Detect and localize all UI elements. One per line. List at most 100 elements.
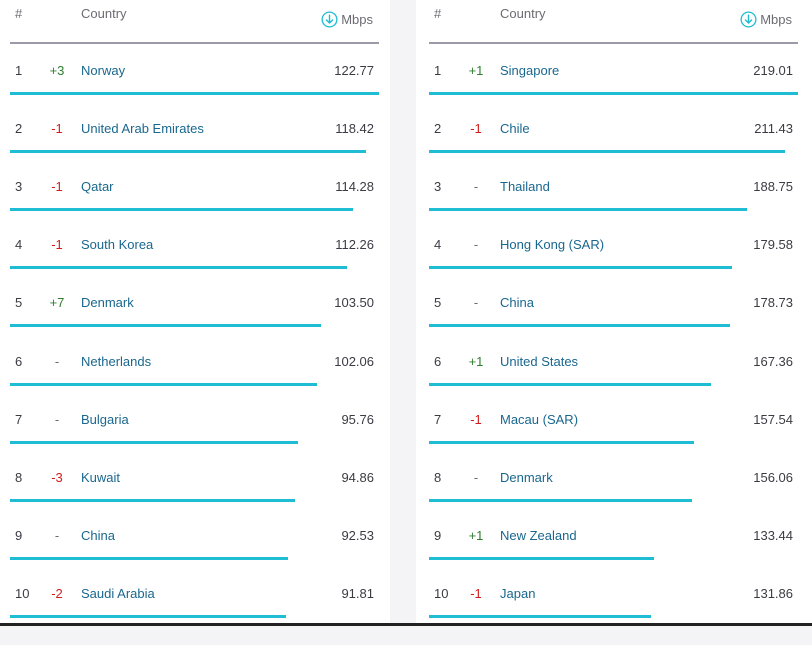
country-column-header[interactable]: Country — [81, 6, 127, 21]
speed-value: 103.50 — [334, 295, 374, 311]
table-row: 3 -1 Qatar 114.28 — [10, 180, 379, 238]
speed-bar — [429, 150, 786, 154]
download-arrow-icon — [740, 11, 757, 28]
table-row: 2 -1 United Arab Emirates 118.42 — [10, 122, 379, 180]
speed-column-header[interactable]: Mbps — [321, 11, 373, 28]
rank-cell: 10 — [15, 585, 30, 601]
rank-change-cell: - — [54, 527, 60, 543]
speed-value: 102.06 — [334, 353, 374, 369]
rank-cell: 4 — [434, 237, 442, 253]
rank-cell: 1 — [15, 63, 23, 78]
rank-cell: 4 — [15, 237, 23, 253]
speed-bar — [429, 614, 652, 618]
rank-cell: 8 — [434, 469, 442, 485]
table-row: 2 -1 Chile 211.43 — [429, 122, 798, 180]
country-link[interactable]: Bulgaria — [81, 411, 129, 427]
table-header: # Country Mbps — [10, 0, 379, 44]
window-bottom-edge — [0, 623, 812, 626]
rank-change-cell: -1 — [470, 585, 482, 601]
table-row: 7 - Bulgaria 95.76 — [10, 411, 379, 471]
speed-bar — [10, 324, 322, 328]
speed-column-header[interactable]: Mbps — [740, 11, 792, 28]
country-link[interactable]: United Arab Emirates — [81, 121, 204, 137]
rank-change-cell: +1 — [468, 353, 484, 369]
speed-bar — [429, 498, 692, 502]
table-row: 7 -1 Macau (SAR) 157.54 — [429, 411, 798, 471]
country-link[interactable]: China — [81, 527, 115, 543]
speed-value: 167.36 — [753, 353, 793, 369]
country-link[interactable]: Thailand — [500, 179, 550, 195]
speed-bar — [429, 324, 731, 328]
rank-cell: 1 — [434, 63, 442, 78]
country-link[interactable]: Japan — [500, 585, 536, 601]
country-link[interactable]: Qatar — [81, 179, 114, 195]
speed-bar — [10, 150, 366, 154]
country-link[interactable]: South Korea — [81, 237, 154, 253]
speed-value: 133.44 — [753, 527, 793, 543]
rank-change-cell: +3 — [49, 63, 65, 78]
country-link[interactable]: Singapore — [500, 63, 560, 78]
speed-value: 178.73 — [753, 295, 793, 311]
country-link[interactable]: Netherlands — [81, 353, 152, 369]
table-row: 4 -1 South Korea 112.26 — [10, 238, 379, 296]
rank-column-header: # — [434, 6, 442, 21]
table-row: 3 - Thailand 188.75 — [429, 180, 798, 238]
speed-value: 95.76 — [341, 411, 374, 427]
rank-cell: 5 — [15, 295, 23, 311]
country-link[interactable]: Kuwait — [81, 469, 121, 485]
rank-cell: 3 — [434, 179, 442, 195]
country-link[interactable]: United States — [500, 353, 579, 369]
speed-value: 94.86 — [341, 469, 374, 485]
country-link[interactable]: Macau (SAR) — [500, 411, 579, 427]
speed-unit-label: Mbps — [341, 12, 373, 27]
rank-change-cell: - — [473, 295, 479, 311]
mobile-speed-table: # Country Mbps 1 +1 Singapore 219.01 2 -1 Chil… — [416, 0, 812, 626]
speed-value: 92.53 — [341, 527, 374, 543]
rank-change-cell: - — [54, 353, 60, 369]
rank-change-cell: +7 — [49, 295, 65, 311]
country-link[interactable]: China — [500, 295, 534, 311]
rank-cell: 2 — [434, 121, 442, 137]
speed-bar — [10, 266, 348, 270]
rank-cell: 8 — [15, 469, 23, 485]
table-header: # Country Mbps — [429, 0, 798, 44]
speed-value: 179.58 — [753, 237, 793, 253]
table-row: 10 -2 Saudi Arabia 91.81 — [10, 585, 379, 645]
rank-cell: 5 — [434, 295, 442, 311]
country-link[interactable]: Denmark — [81, 295, 134, 311]
rank-cell: 9 — [434, 527, 442, 543]
country-link[interactable]: Norway — [81, 63, 126, 78]
speed-bar — [429, 266, 732, 270]
rank-cell: 7 — [15, 411, 23, 427]
rank-cell: 3 — [15, 179, 23, 195]
speed-bar — [10, 208, 354, 212]
country-link[interactable]: New Zealand — [500, 527, 577, 543]
country-link[interactable]: Saudi Arabia — [81, 585, 155, 601]
rank-change-cell: -2 — [51, 585, 63, 601]
table-row: 4 - Hong Kong (SAR) 179.58 — [429, 238, 798, 296]
speed-bar — [429, 556, 654, 560]
speed-value: 157.54 — [753, 411, 793, 427]
country-link[interactable]: Chile — [500, 121, 530, 137]
table-row: 9 +1 New Zealand 133.44 — [429, 527, 798, 587]
table-row: 6 - Netherlands 102.06 — [10, 353, 379, 413]
rank-cell: 10 — [434, 585, 449, 601]
rank-column-header: # — [15, 6, 23, 21]
country-link[interactable]: Hong Kong (SAR) — [500, 237, 605, 253]
rank-change-cell: -1 — [51, 121, 63, 137]
fixed-broadband-table: # Country Mbps 1 +3 Norway 122.77 2 -1 United … — [0, 0, 390, 626]
rank-change-cell: -1 — [470, 411, 482, 427]
speed-bar — [10, 92, 379, 95]
speed-bar — [429, 440, 695, 444]
table-row: 8 -3 Kuwait 94.86 — [10, 469, 379, 529]
rank-change-cell: - — [473, 469, 479, 485]
speed-value: 122.77 — [334, 63, 374, 78]
rank-change-cell: - — [473, 237, 479, 253]
speed-value: 118.42 — [335, 121, 374, 137]
speed-bar — [429, 382, 711, 386]
table-row: 1 +1 Singapore 219.01 — [429, 64, 798, 122]
speed-value: 188.75 — [753, 179, 793, 195]
country-column-header[interactable]: Country — [500, 6, 546, 21]
rank-change-cell: -1 — [470, 121, 482, 137]
country-link[interactable]: Denmark — [500, 469, 553, 485]
